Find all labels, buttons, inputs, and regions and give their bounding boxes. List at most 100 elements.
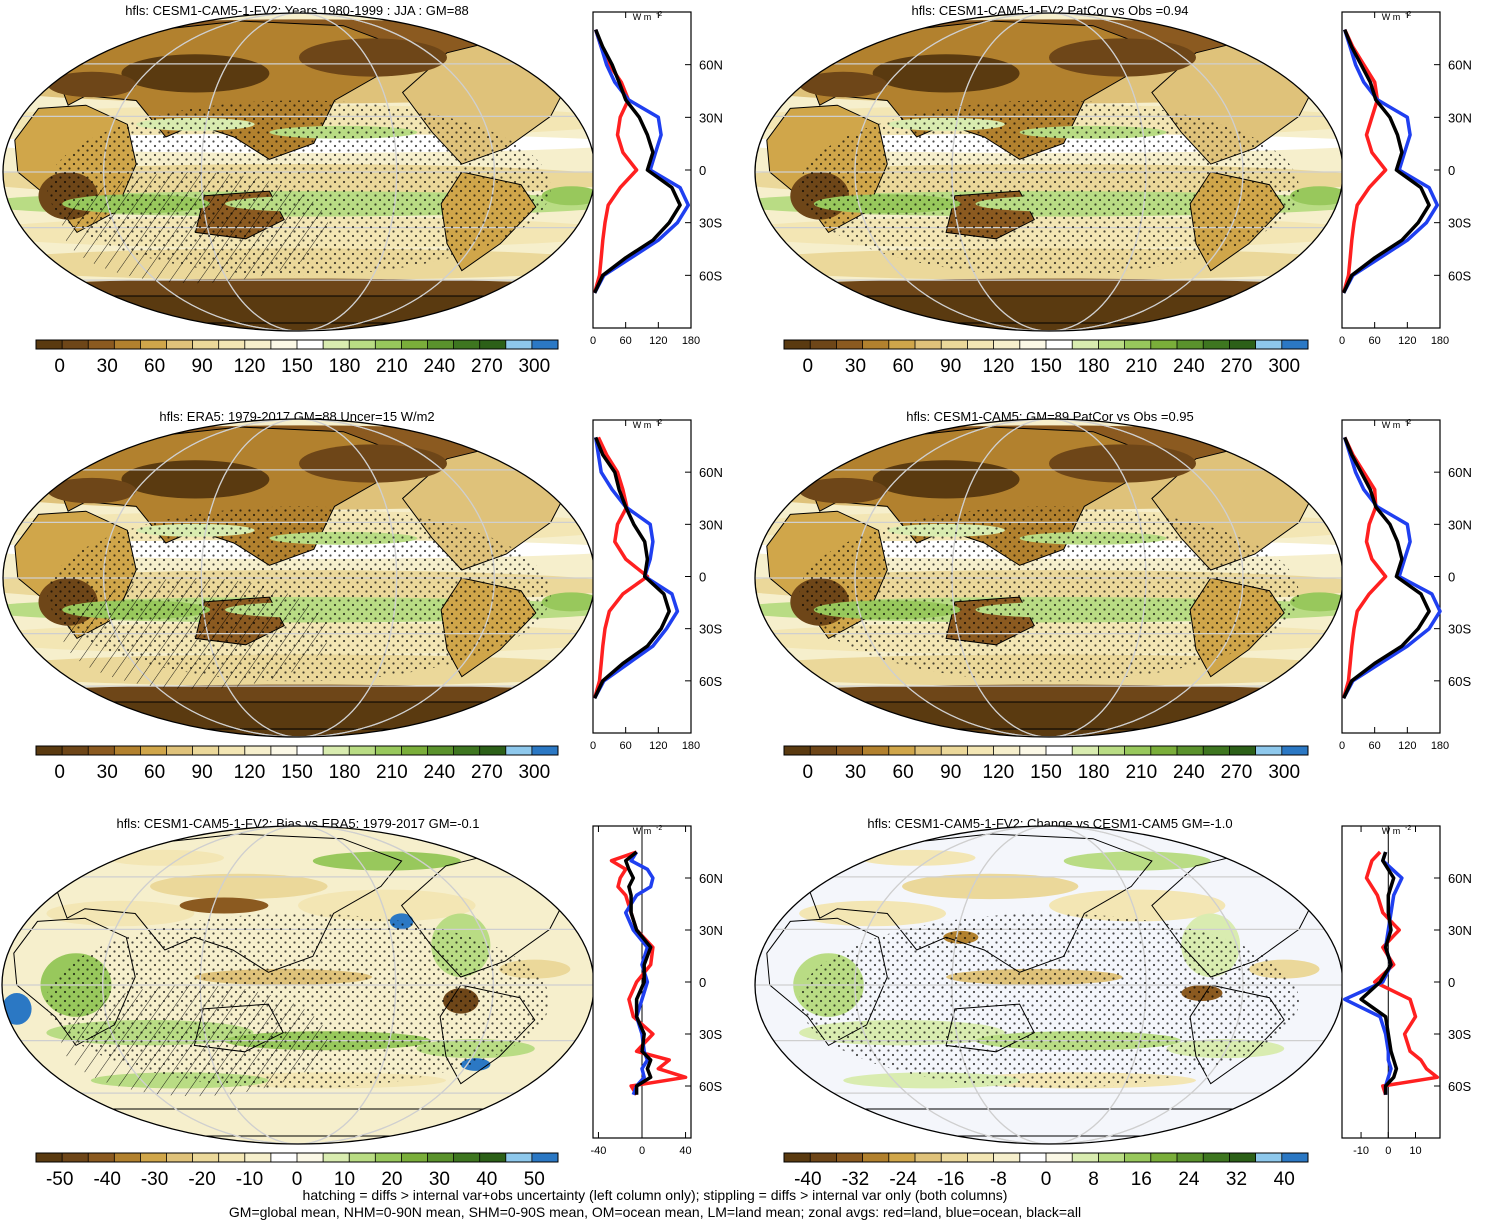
zonal-mean-plot: W m -2 60N 30N 0 30S 60S 0 60 120 180 [590,419,723,752]
zonal-series-line [593,436,671,699]
colorbar-swatch [427,746,454,755]
colorbar-swatch [401,1153,428,1162]
colorbar-swatch [297,1153,324,1162]
zonal-ytick-label: 0 [1448,570,1455,585]
zonal-ytick-label: 0 [1448,975,1455,990]
zonal-mean-plot: W m -2 60N 30N 0 30S 60S 0 60 120 180 [1339,11,1472,347]
zonal-xtick-label: 180 [1431,740,1449,752]
continent-antarctica [784,295,1314,324]
zonal-unit-label: W m [1382,420,1401,430]
colorbar-swatch [967,1153,994,1162]
stippling [799,506,1299,682]
colorbar-tick-label: 240 [424,356,456,377]
footer-legend-note: GM=global mean, NHM=0-90N mean, SHM=0-90… [228,1204,1082,1220]
colorbar-swatch [192,746,219,755]
colorbar-tick-label: 30 [97,762,118,783]
colorbar-tick-label: 24 [1178,1169,1200,1190]
zonal-series-line [1342,851,1404,1095]
colorbar-swatch [166,340,193,349]
zonal-ytick-label: 60N [1448,58,1472,73]
colorbar-tick-label: 150 [281,762,313,783]
zonal-unit-exponent: -2 [1405,825,1411,832]
colorbar-swatch [784,1153,811,1162]
colorbar-swatch [941,1153,968,1162]
colorbar-swatch [36,746,63,755]
colorbar-swatch [1255,1153,1283,1162]
colorbar-tick-label: 90 [940,762,961,783]
colorbar-swatch [993,1153,1021,1162]
colorbar-tick-label: 120 [234,762,266,783]
zonal-ytick-label: 60S [699,674,722,689]
stippling [799,913,1299,1089]
panel-5: hfls: CESM1-CAM5-1-FV2: Bias vs ERA5: 19… [1,816,723,1190]
zonal-series-line [1364,850,1440,1096]
colorbar-tick-label: 300 [518,762,550,783]
colorbar-swatch [1072,1153,1099,1162]
map-anomaly-13 [857,849,976,866]
colorbar-swatch [401,340,428,349]
zonal-series-line [593,28,682,294]
map-siberia-dry [872,54,1020,93]
colorbar-swatch [1019,340,1047,349]
zonal-ytick-label: 0 [699,570,706,585]
zonal-unit-label: W m [1382,12,1401,22]
zonal-series-line [1359,851,1399,1095]
zonal-series-line [1342,436,1431,699]
map-anomaly-2 [298,889,476,922]
zonal-series-line [592,436,650,699]
colorbar-swatch [323,1153,350,1162]
zonal-ytick-label: 60N [1448,871,1472,886]
colorbar-swatch [1124,340,1152,349]
colorbar-swatch [784,746,811,755]
colorbar-swatch [1281,1153,1309,1162]
colorbar-swatch [1019,746,1047,755]
colorbar-tick-label: -10 [236,1169,263,1190]
map-sahara-dry [47,477,137,504]
zonal-xtick-label: 120 [1398,740,1416,752]
colorbar-swatch [1072,340,1099,349]
colorbar-swatch [114,1153,141,1162]
colorbar-swatch [1177,746,1204,755]
zonal-ytick-label: 0 [699,163,706,178]
colorbar-swatch [1229,1153,1256,1162]
zonal-unit-label: W m [1382,826,1401,836]
colorbar-tick-label: -32 [842,1169,869,1190]
map-blue-bias [2,993,32,1025]
zonal-xtick-label: 0 [1385,1145,1391,1157]
zonal-xtick-label: 60 [1369,740,1381,752]
colorbar-swatch [244,1153,272,1162]
map-anomaly-0 [46,900,195,927]
zonal-ytick-label: 30N [699,923,723,938]
colorbar-tick-label: 120 [234,356,266,377]
colorbar-swatch [270,1153,298,1162]
colorbar-swatch [323,340,350,349]
colorbar-swatch [375,1153,402,1162]
map-siberia-dry [872,460,1020,499]
colorbar-swatch [531,746,559,755]
colorbar-tick-label: 10 [334,1169,355,1190]
colorbar-swatch [166,1153,193,1162]
colorbar-swatch [323,746,350,755]
colorbar-tick-label: 300 [1268,356,1300,377]
colorbar-swatch [1019,1153,1047,1162]
colorbar-tick-label: 300 [518,356,550,377]
colorbar-swatch [244,340,272,349]
colorbar-swatch [453,746,480,755]
colorbar-tick-label: 60 [144,762,165,783]
colorbar-tick-label: 0 [1041,1169,1052,1190]
zonal-ytick-label: 30S [1448,622,1471,637]
colorbar-swatch [862,746,890,755]
colorbar-swatch [915,746,942,755]
colorbar-tick-label: 60 [144,356,165,377]
colorbar-swatch [453,340,480,349]
colorbar-swatch [192,1153,219,1162]
colorbar-tick-label: 300 [1268,762,1300,783]
panel-title: hfls: CESM1-CAM5-1-FV2: Bias vs ERA5: 19… [116,816,479,831]
zonal-xtick-label: 0 [590,740,596,752]
zonal-ytick-label: 30S [699,1027,722,1042]
colorbar-tick-label: -24 [889,1169,917,1190]
colorbar-swatch [244,746,272,755]
map-green-atlantic [1290,592,1343,612]
map-npac-brown [1049,38,1196,77]
colorbar-swatch [1098,340,1125,349]
